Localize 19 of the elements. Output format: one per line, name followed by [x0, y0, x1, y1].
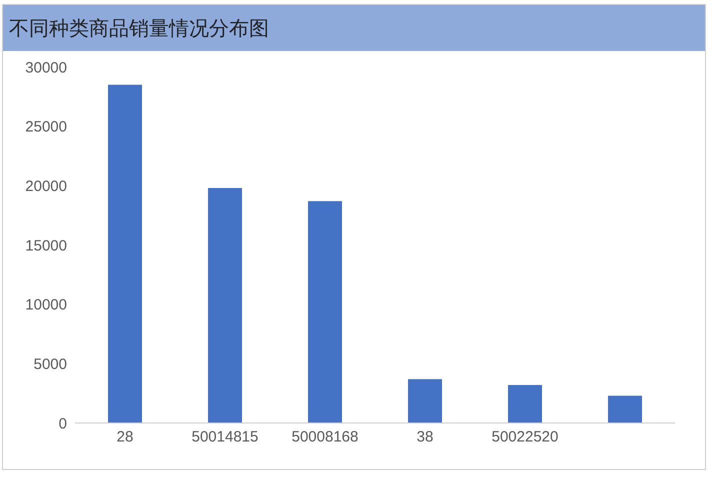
bar: [608, 396, 642, 423]
bar: [508, 385, 542, 423]
y-tick-label: 30000: [25, 59, 67, 76]
bar: [208, 188, 242, 423]
x-tick-label: 50014815: [192, 428, 258, 446]
x-tick-label: 28: [116, 428, 134, 446]
y-tick-label: 0: [58, 415, 67, 432]
x-tick-label: 50022520: [492, 428, 558, 446]
y-tick-label: 15000: [25, 237, 67, 254]
bar: [108, 84, 142, 423]
y-tick-label: 10000: [25, 296, 67, 314]
bar: [308, 201, 342, 423]
y-tick-label: 20000: [25, 178, 67, 195]
y-tick-label: 25000: [25, 118, 67, 136]
bar: [408, 379, 442, 423]
y-tick-label: 5000: [34, 356, 67, 373]
x-tick-label: 38: [416, 428, 434, 446]
x-tick-label: 50008168: [292, 428, 358, 446]
chart-title: 不同种类商品销量情况分布图: [3, 5, 705, 51]
